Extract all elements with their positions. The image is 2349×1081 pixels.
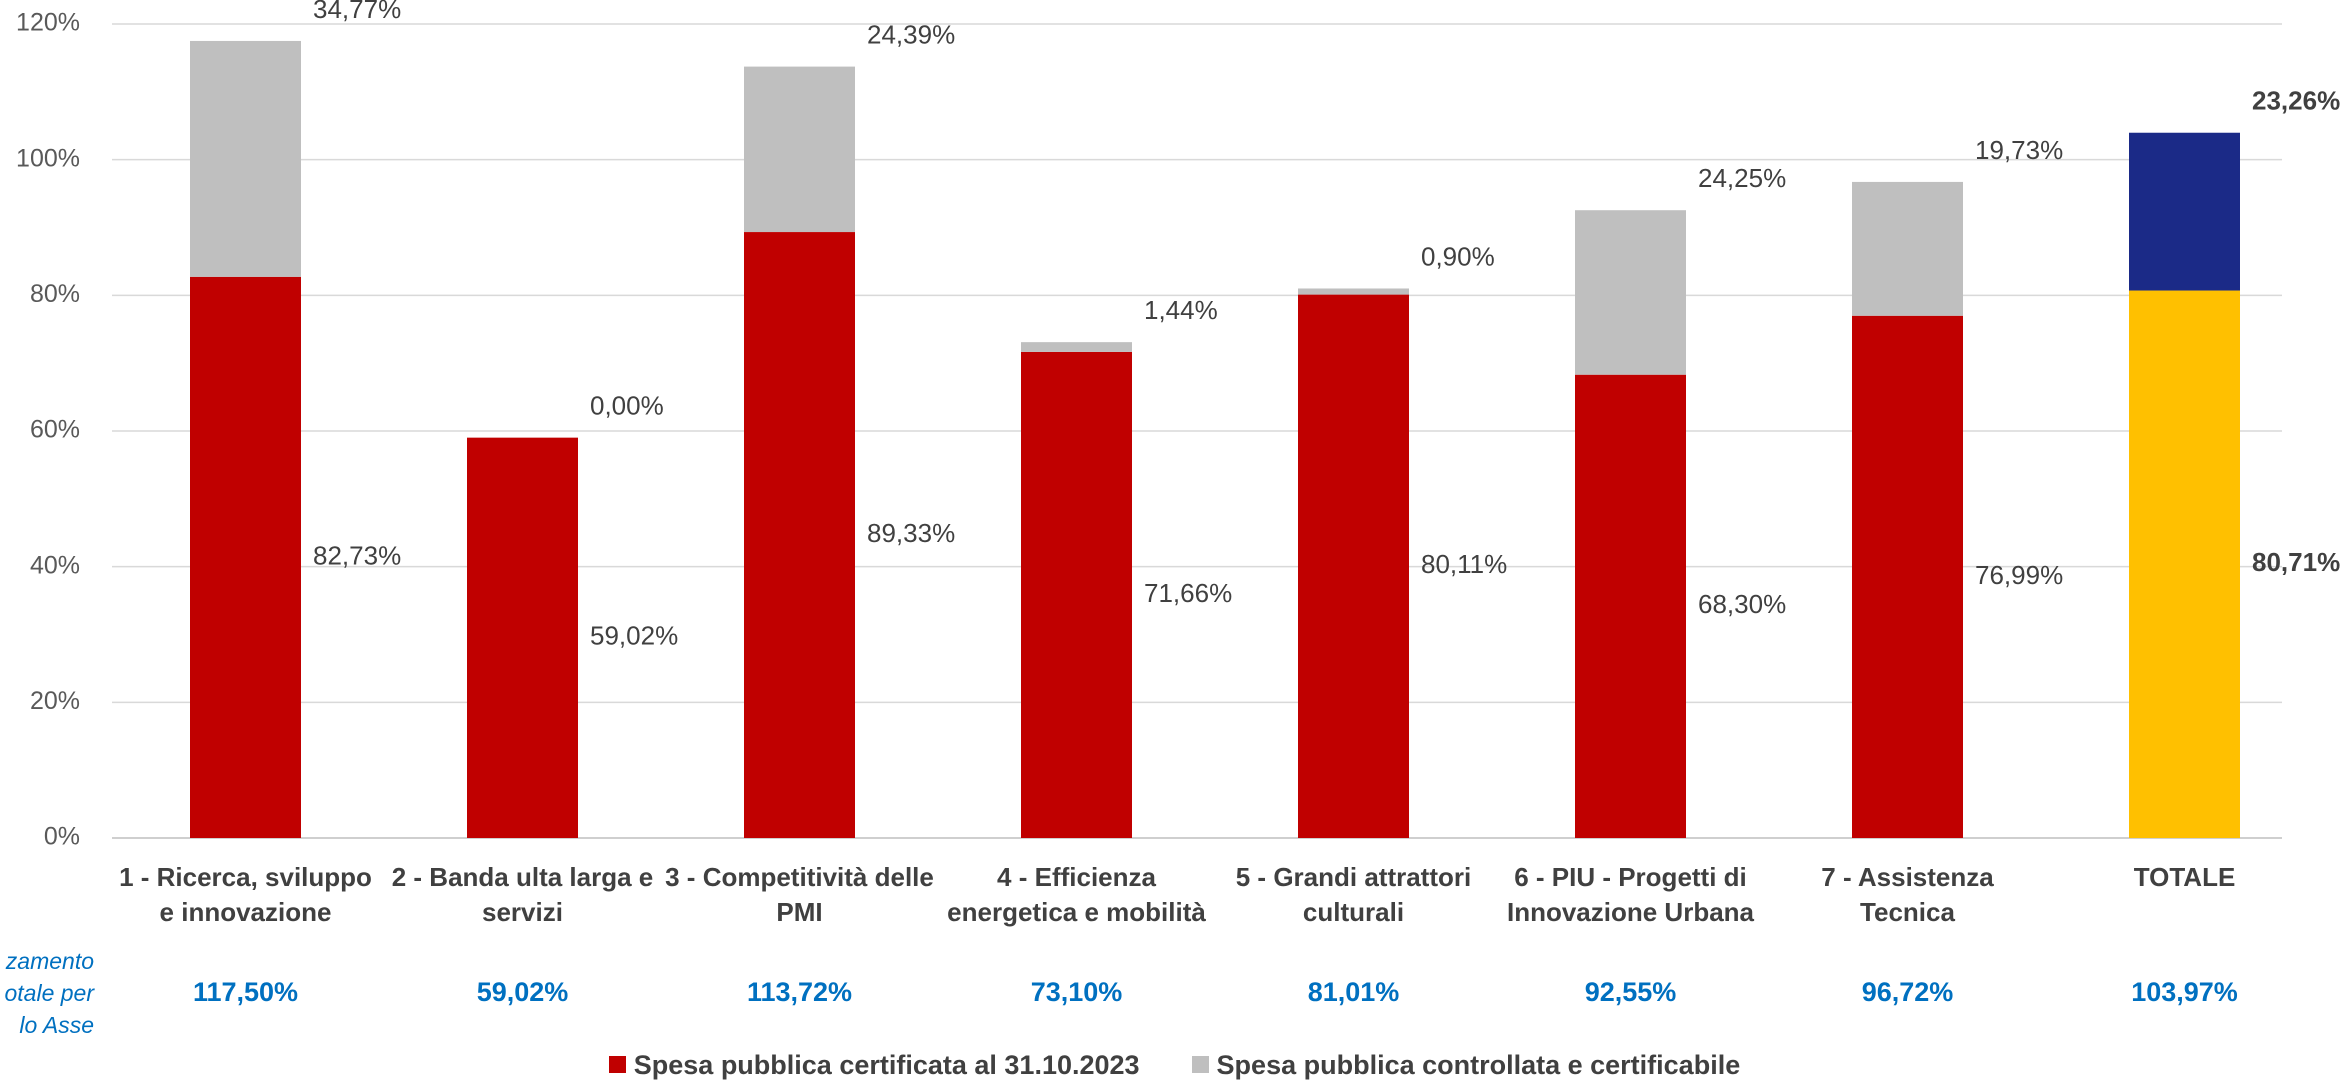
bar-segment bbox=[190, 40, 301, 277]
x-tick-label: 1 - Ricerca, sviluppo e innovazione bbox=[119, 862, 372, 927]
legend-item: Spesa pubblica controllata e certificabi… bbox=[1191, 1050, 1741, 1080]
data-label: 34,77% bbox=[313, 0, 401, 24]
legend: Spesa pubblica certificata al 31.10.2023… bbox=[0, 1050, 2349, 1081]
total-label: 59,02% bbox=[476, 977, 569, 1007]
legend-item: Spesa pubblica certificata al 31.10.2023 bbox=[608, 1050, 1140, 1080]
total-label: 113,72% bbox=[746, 977, 853, 1007]
y-tick-label: 20% bbox=[30, 687, 80, 715]
bar-segment bbox=[190, 276, 301, 838]
data-label: 0,00% bbox=[590, 391, 664, 421]
total-label: 96,72% bbox=[1861, 977, 1954, 1007]
caption-line: zamento bbox=[5, 948, 94, 974]
data-label: 68,30% bbox=[1698, 589, 1786, 619]
caption-line: otale per bbox=[4, 980, 94, 1006]
total-label: 81,01% bbox=[1307, 977, 1400, 1007]
y-tick-label: 40% bbox=[30, 551, 80, 579]
data-label: 80,11% bbox=[1421, 549, 1507, 579]
data-label: 76,99% bbox=[1975, 560, 2063, 590]
y-tick-label: 60% bbox=[30, 416, 80, 444]
legend-swatch bbox=[608, 1056, 626, 1073]
y-tick-label: 80% bbox=[30, 280, 80, 308]
bar-segment bbox=[1852, 315, 1963, 838]
data-label: 80,71% bbox=[2252, 547, 2340, 577]
x-tick-label: 3 - Competitività delle PMI bbox=[665, 862, 934, 927]
legend-swatch bbox=[1191, 1056, 1209, 1073]
bar-segment bbox=[1021, 342, 1132, 352]
x-tick-label: 5 - Grandi attrattori culturali bbox=[1235, 862, 1472, 927]
bar-segment bbox=[1021, 351, 1132, 838]
bar-segment bbox=[2129, 290, 2240, 838]
y-tick-label: 120% bbox=[16, 9, 80, 37]
legend-label: Spesa pubblica certificata al 31.10.2023 bbox=[633, 1050, 1140, 1080]
bar-segment bbox=[1852, 181, 1963, 316]
total-label: 73,10% bbox=[1030, 977, 1123, 1007]
total-label: 103,97% bbox=[2131, 977, 2238, 1007]
bar-segment bbox=[1575, 210, 1686, 375]
legend-label: Spesa pubblica controllata e certificabi… bbox=[1216, 1050, 1741, 1080]
x-tick-label: 6 - PIU - Progetti di Innovazione Urbana bbox=[1506, 862, 1755, 927]
data-label: 19,73% bbox=[1975, 135, 2063, 165]
bar-segment bbox=[467, 437, 578, 838]
bar-segment bbox=[1298, 288, 1409, 295]
data-label: 89,33% bbox=[867, 518, 955, 548]
data-label: 71,66% bbox=[1144, 578, 1232, 608]
data-label: 59,02% bbox=[590, 621, 678, 651]
data-label: 82,73% bbox=[313, 540, 401, 570]
bar-segment bbox=[2129, 132, 2240, 291]
x-tick-label: 4 - Efficienza energetica e mobilità bbox=[947, 862, 1206, 927]
data-label: 24,39% bbox=[867, 19, 955, 49]
bar-segment bbox=[1298, 294, 1409, 838]
caption-line: lo Asse bbox=[19, 1012, 94, 1038]
y-tick-label: 100% bbox=[16, 144, 80, 172]
x-tick-label: TOTALE bbox=[2133, 862, 2236, 892]
x-tick-label: 2 - Banda ulta larga e servizi bbox=[391, 862, 654, 927]
data-label: 23,26% bbox=[2252, 86, 2340, 116]
total-label: 117,50% bbox=[192, 977, 299, 1007]
data-label: 1,44% bbox=[1144, 295, 1218, 325]
data-label: 24,25% bbox=[1698, 163, 1786, 193]
x-tick-label: 7 - Assistenza Tecnica bbox=[1821, 862, 1994, 927]
bar-segment bbox=[1575, 374, 1686, 838]
data-label: 0,90% bbox=[1421, 241, 1495, 271]
total-label: 92,55% bbox=[1584, 977, 1677, 1007]
y-tick-label: 0% bbox=[44, 823, 80, 851]
bar-segment bbox=[744, 232, 855, 839]
bar-segment bbox=[744, 66, 855, 233]
